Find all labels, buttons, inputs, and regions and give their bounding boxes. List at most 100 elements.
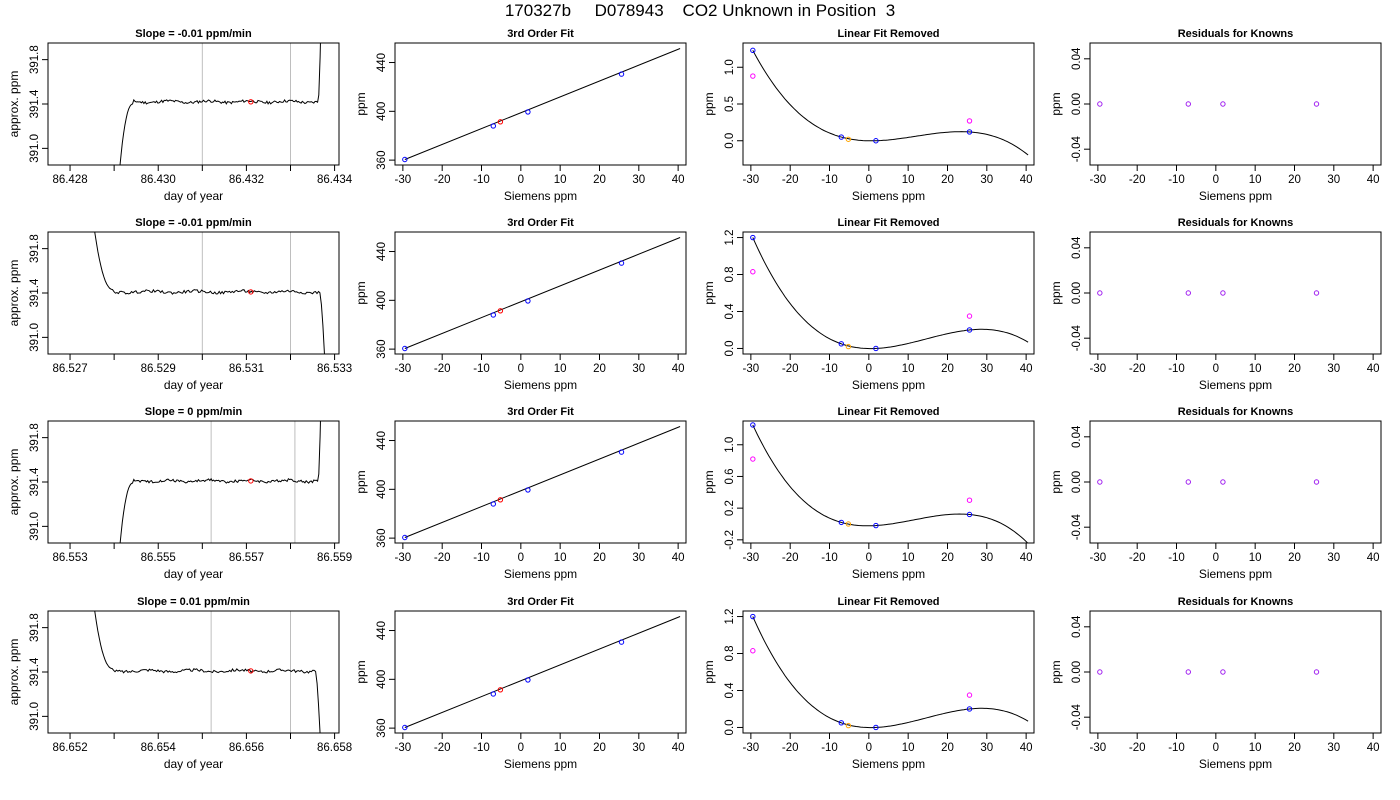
known-point [966,706,973,712]
x-tick-label: 20 [1288,552,1301,564]
page-title: 170327b D078943 CO2 Unknown in Position … [504,1,896,20]
x-tick-label: 30 [632,363,645,375]
x-tick-label: 30 [980,174,993,186]
raw-point [966,692,973,698]
raw-point [966,497,973,503]
known-point [966,327,973,333]
y-tick-label: 1.0 [724,59,736,75]
known-point [618,449,625,455]
x-tick-label: 40 [1020,363,1033,375]
x-tick-label: -20 [434,174,451,186]
plot-frame [1089,420,1382,544]
known-point [966,129,973,135]
x-tick-label: 40 [1020,174,1033,186]
y-axis-label: ppm [702,92,716,115]
x-tick-label: -10 [473,174,490,186]
plot-frame [394,231,687,355]
panel-title: Linear Fit Removed [837,596,939,608]
plot-area [402,237,681,352]
panel-r3c3: Linear Fit Removed -30 -20 -10 0 10 20 30 40 -0.2… [702,406,1035,581]
x-tick-label: -30 [743,552,760,564]
y-tick-label: 0.6 [724,468,736,484]
unknown-point [845,722,852,729]
y-tick-label: 0.00 [1071,471,1083,493]
x-axis-label: day of year [164,189,223,203]
x-tick-label: -10 [821,552,838,564]
residual-point [1185,290,1192,296]
y-tick-label: 440 [376,242,388,261]
plot-frame [742,420,1035,544]
x-tick-label: 30 [632,174,645,186]
x-tick-label: 10 [1249,552,1262,564]
x-tick-label: -20 [1129,363,1146,375]
y-tick-label: 360 [376,340,388,359]
known-point [838,134,845,140]
residual-point [1097,479,1103,485]
x-axis-label: Siemens ppm [1199,567,1272,581]
panel-title: Residuals for Knowns [1178,596,1294,608]
x-tick-label: 30 [1327,363,1340,375]
panel-r4c2: 3rd Order Fit -30 -20 -10 0 10 20 30 40 360 400 440… [354,596,687,771]
known-point [525,487,531,493]
y-axis-label: ppm [1049,470,1063,493]
plot-frame [47,610,340,734]
x-tick-label: -30 [1090,363,1107,375]
y-axis-label: ppm [1049,281,1063,304]
fit-line [404,48,681,160]
plot-area [1097,669,1320,675]
known-point [402,534,408,541]
x-tick-label: 40 [1367,742,1380,754]
fit-line [404,237,681,349]
x-tick-label: 20 [593,742,606,754]
x-tick-label: 86.652 [52,742,87,754]
x-tick-label: 0 [866,552,872,564]
known-point [750,47,756,54]
raw-point [750,648,756,654]
x-axis-label: Siemens ppm [504,567,577,581]
y-tick-label: 391.0 [29,702,41,731]
x-tick-label: 0 [518,552,524,564]
sample-point [248,289,254,295]
y-tick-label: 0.0 [724,133,736,149]
x-axis-label: Siemens ppm [852,757,925,771]
panel-title: 3rd Order Fit [507,28,574,40]
x-tick-label: -10 [821,742,838,754]
x-tick-label: 0 [866,174,872,186]
x-tick-label: 86.531 [229,363,264,375]
x-tick-label: 0 [1213,174,1219,186]
x-tick-label: -30 [1090,552,1107,564]
x-tick-label: 40 [1367,363,1380,375]
raw-point [750,73,756,79]
panel-title: 3rd Order Fit [507,406,574,418]
x-tick-label: 86.432 [229,174,264,186]
known-point [525,109,531,115]
x-tick-label: 30 [1327,742,1340,754]
residual-point [1220,479,1226,485]
x-tick-label: 86.434 [317,174,353,186]
known-point [402,345,408,352]
known-point [873,522,879,529]
x-tick-label: 40 [672,742,685,754]
x-tick-label: 40 [1020,742,1033,754]
known-point [838,519,845,526]
y-tick-label: 360 [376,151,388,170]
panel-title: Slope = -0.01 ppm/min [135,217,252,229]
sample-point [248,478,254,484]
plot-area [94,611,321,733]
known-point [618,71,625,77]
residual-point [1097,669,1103,675]
panel-title: Linear Fit Removed [837,217,939,229]
y-tick-label: 400 [376,670,388,689]
x-tick-label: 20 [593,363,606,375]
fit-line [404,616,681,728]
y-tick-label: 391.8 [29,613,41,642]
residual-point [1185,669,1192,675]
y-tick-label: 0.0 [724,719,736,735]
residual-point [1313,479,1320,485]
panel-r4c1: Slope = 0.01 ppm/min 86.652 86.654 86.656 86… [7,596,352,771]
plot-area [402,48,681,163]
known-point [618,639,625,645]
residual-point [1220,669,1226,675]
x-tick-label: -20 [782,742,799,754]
residual-point [1313,290,1320,296]
